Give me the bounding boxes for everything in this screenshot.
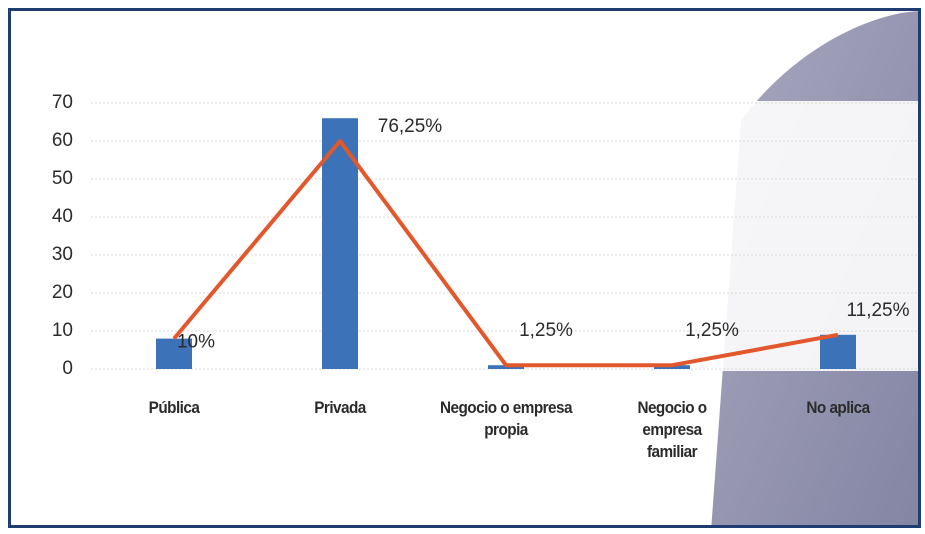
x-tick-label: Negocio o empresa propia [434,397,578,441]
chart-frame: 0 10 20 30 40 50 60 70 10% 76,25% 1,25% 1,25% 11,25%… [8,8,921,528]
x-tick-label: Privada [268,397,412,419]
y-tick-label: 0 [62,358,73,379]
x-tick-label: Pública [102,397,246,419]
y-tick-label: 10 [52,320,73,341]
chart: 0 10 20 30 40 50 60 70 10% 76,25% 1,25% 1,25% 11,25% [11,11,921,528]
data-label: 1,25% [685,320,739,341]
data-label: 76,25% [378,116,443,137]
data-label: 11,25% [846,300,909,321]
data-label: 10% [177,332,215,353]
y-tick-label: 50 [52,168,73,189]
x-tick-label: No aplica [766,397,910,419]
bar [820,335,856,369]
x-tick-label: Negocio o empresa familiar [623,397,722,463]
y-tick-label: 40 [52,206,73,227]
y-tick-label: 70 [52,92,73,113]
y-tick-label: 30 [52,244,73,265]
y-tick-label: 20 [52,282,73,303]
page: 0 10 20 30 40 50 60 70 10% 76,25% 1,25% 1,25% 11,25%… [0,0,925,534]
y-tick-label: 60 [52,130,73,151]
data-label: 1,25% [519,320,573,341]
